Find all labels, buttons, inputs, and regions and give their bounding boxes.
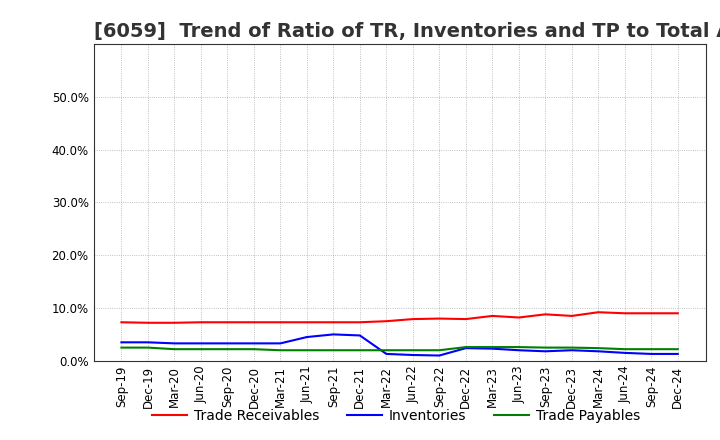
Trade Receivables: [329, 319, 338, 325]
Trade Receivables: [435, 316, 444, 321]
Trade Payables: [197, 347, 205, 352]
Trade Receivables: [250, 319, 258, 325]
Trade Receivables: [567, 313, 576, 319]
Trade Payables: [462, 345, 470, 350]
Trade Payables: [408, 348, 417, 353]
Trade Receivables: [223, 319, 232, 325]
Trade Receivables: [143, 320, 152, 326]
Line: Trade Receivables: Trade Receivables: [122, 312, 678, 323]
Trade Receivables: [462, 316, 470, 322]
Trade Payables: [382, 348, 391, 353]
Trade Receivables: [117, 319, 126, 325]
Trade Payables: [673, 347, 682, 352]
Trade Payables: [621, 347, 629, 352]
Trade Receivables: [673, 311, 682, 316]
Line: Trade Payables: Trade Payables: [122, 347, 678, 350]
Trade Payables: [223, 347, 232, 352]
Trade Receivables: [170, 320, 179, 326]
Inventories: [356, 333, 364, 338]
Inventories: [673, 351, 682, 356]
Trade Payables: [117, 345, 126, 350]
Trade Payables: [541, 345, 549, 350]
Inventories: [276, 341, 284, 346]
Trade Receivables: [197, 319, 205, 325]
Trade Receivables: [647, 311, 656, 316]
Inventories: [250, 341, 258, 346]
Trade Payables: [302, 348, 311, 353]
Inventories: [302, 334, 311, 340]
Trade Receivables: [515, 315, 523, 320]
Inventories: [197, 341, 205, 346]
Trade Payables: [170, 347, 179, 352]
Inventories: [435, 353, 444, 358]
Trade Receivables: [594, 310, 603, 315]
Inventories: [382, 351, 391, 356]
Trade Receivables: [488, 313, 497, 319]
Inventories: [515, 348, 523, 353]
Inventories: [462, 345, 470, 351]
Trade Receivables: [302, 319, 311, 325]
Inventories: [117, 340, 126, 345]
Inventories: [143, 340, 152, 345]
Trade Receivables: [276, 319, 284, 325]
Inventories: [621, 350, 629, 356]
Inventories: [408, 352, 417, 358]
Line: Inventories: Inventories: [122, 334, 678, 356]
Inventories: [223, 341, 232, 346]
Inventories: [647, 351, 656, 356]
Inventories: [170, 341, 179, 346]
Trade Payables: [356, 348, 364, 353]
Inventories: [541, 348, 549, 354]
Trade Payables: [647, 347, 656, 352]
Text: [6059]  Trend of Ratio of TR, Inventories and TP to Total Assets: [6059] Trend of Ratio of TR, Inventories…: [94, 22, 720, 41]
Trade Payables: [567, 345, 576, 350]
Trade Payables: [250, 347, 258, 352]
Inventories: [488, 346, 497, 351]
Trade Payables: [143, 345, 152, 350]
Trade Receivables: [382, 319, 391, 324]
Trade Payables: [276, 348, 284, 353]
Trade Payables: [488, 345, 497, 350]
Trade Payables: [515, 345, 523, 350]
Trade Payables: [435, 348, 444, 353]
Legend: Trade Receivables, Inventories, Trade Payables: Trade Receivables, Inventories, Trade Pa…: [147, 403, 645, 429]
Trade Receivables: [541, 312, 549, 317]
Inventories: [567, 348, 576, 353]
Inventories: [329, 332, 338, 337]
Inventories: [594, 348, 603, 354]
Trade Payables: [329, 348, 338, 353]
Trade Payables: [594, 345, 603, 351]
Trade Receivables: [408, 316, 417, 322]
Trade Receivables: [356, 319, 364, 325]
Trade Receivables: [621, 311, 629, 316]
